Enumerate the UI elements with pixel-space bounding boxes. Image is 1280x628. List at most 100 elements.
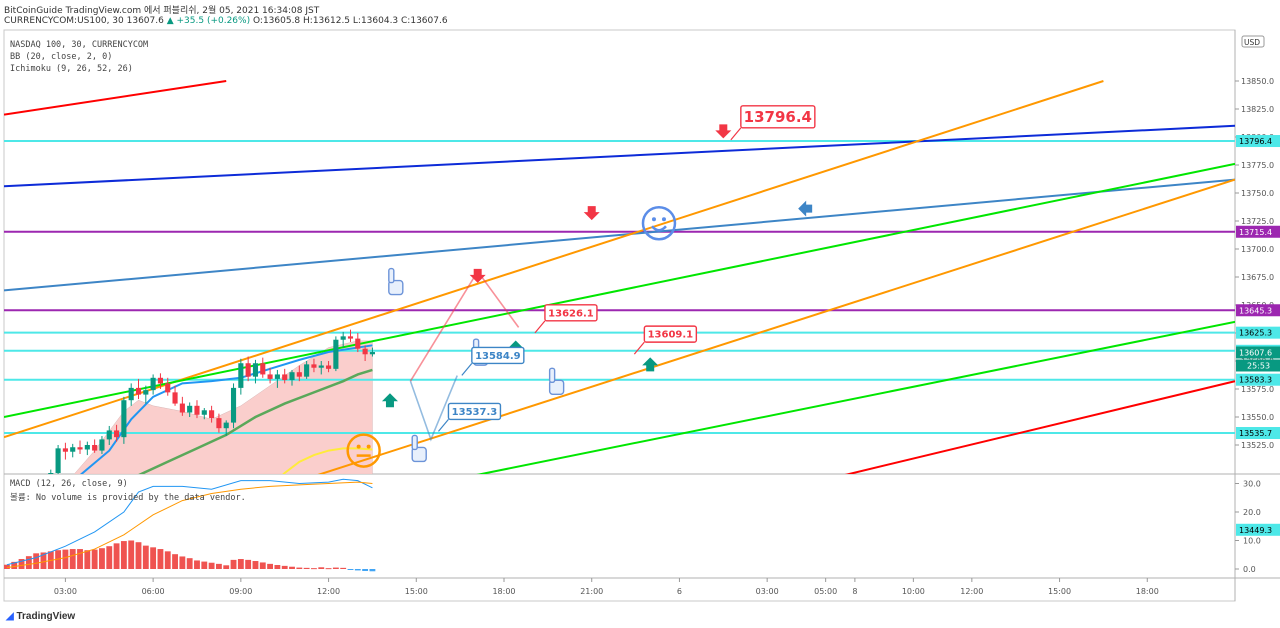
- price-axis-badge: [1236, 304, 1280, 317]
- candle-down: [347, 336, 354, 339]
- candle-up: [187, 405, 193, 413]
- macd-histogram-bar: [62, 549, 69, 569]
- lagging-span-line: [282, 447, 373, 474]
- candle-down: [326, 365, 332, 369]
- candle-up: [230, 387, 237, 423]
- price-tick-label: 13550.0: [1241, 413, 1274, 422]
- price-callout-label: 13537.3: [452, 407, 498, 418]
- macd-histogram-bar: [332, 567, 339, 569]
- candle-up: [340, 336, 346, 340]
- hand-pointer-icon: [411, 434, 427, 463]
- price-axis-badge-label: 13583.3: [1239, 376, 1272, 385]
- horizontal-levels: [4, 140, 1235, 435]
- price-axis-badge-label: 13625.3: [1239, 329, 1272, 338]
- price-callout: 13609.1: [633, 325, 698, 355]
- arrow-down-icon: [469, 268, 486, 283]
- macd-signal-line: [6, 481, 373, 569]
- price-callout: 13537.3: [437, 402, 502, 432]
- macd-histogram-bar: [201, 561, 208, 569]
- price-axis-badge-label: 13796.4: [1239, 137, 1272, 146]
- price-tick-label: 13850.0: [1241, 77, 1274, 86]
- price-callout-label: 13626.1: [548, 308, 594, 319]
- macd-histogram-bar: [340, 567, 347, 569]
- price-axis-badge: [1236, 373, 1280, 386]
- macd-histogram-bar: [25, 556, 32, 569]
- time-tick-label: 10:00: [902, 587, 925, 596]
- time-tick-label: 21:00: [580, 587, 603, 596]
- macd-histogram-bar: [289, 566, 295, 569]
- price-tick-label: 13725.0: [1241, 217, 1274, 226]
- legend-volume: 볼륨: No volume is provided by the data ve…: [10, 493, 246, 503]
- candle-down: [311, 364, 317, 368]
- countdown-badge: [1236, 359, 1280, 372]
- macd-histogram-bar: [33, 553, 40, 569]
- candle-down: [267, 374, 273, 379]
- macd-histogram-bar: [128, 540, 135, 569]
- price-callout-label: 13450.6: [647, 502, 715, 520]
- price-axis-badge: [1236, 523, 1280, 536]
- candle-down: [260, 363, 266, 375]
- face-neutral-icon: [346, 433, 381, 468]
- ichimoku-base-line: [138, 368, 373, 474]
- symbol: CURRENCYCOM:US100, 30: [4, 16, 124, 26]
- legend-bb: BB (20, close, 2, 0): [10, 52, 113, 62]
- time-tick-label: 05:00: [814, 587, 837, 596]
- macd-histogram-bar: [318, 567, 325, 569]
- candle-down: [172, 392, 178, 404]
- candle-down: [92, 445, 98, 451]
- candle-down: [282, 374, 288, 381]
- currency-box: [1241, 35, 1265, 48]
- macd-histogram-bar: [274, 565, 281, 569]
- macd-histogram-bar: [84, 550, 91, 569]
- macd-histogram-bar: [281, 565, 288, 569]
- candle-down: [245, 363, 251, 377]
- macd-histogram-bar: [172, 554, 178, 569]
- price-tick-label: 13675.0: [1241, 273, 1274, 282]
- macd-tick-label: 20.0: [1243, 508, 1261, 517]
- candle-up: [99, 439, 105, 451]
- price-change: ▲ +35.5 (+0.26%): [166, 16, 251, 26]
- time-tick-label: 18:00: [492, 587, 515, 596]
- price-axis-badge: [1236, 427, 1280, 440]
- legend-macd: MACD (12, 26, close, 9): [10, 479, 128, 489]
- candle-up: [333, 339, 339, 369]
- legend-ichimoku: Ichimoku (9, 26, 52, 26): [10, 64, 133, 74]
- macd-histogram-bar: [113, 543, 120, 569]
- trend-line-red-top: [4, 80, 227, 116]
- price-callout-label: 13584.9: [475, 351, 521, 362]
- hand-pointer-icon: [591, 534, 605, 560]
- arrow-down-icon: [715, 124, 732, 139]
- time-tick-label: 12:00: [960, 587, 983, 596]
- chart-frame: [3, 29, 1236, 602]
- candle-up: [318, 365, 324, 368]
- countdown-label: 25:53: [1247, 361, 1270, 370]
- price-axis-badge-label: 13645.3: [1239, 306, 1272, 315]
- price-axis-badge-label: 13715.4: [1239, 228, 1272, 237]
- candle-up: [238, 363, 244, 388]
- time-tick-label: 6: [677, 587, 682, 596]
- trend-line-orange-lower: [317, 178, 1235, 474]
- time-tick-label: 15:00: [1048, 587, 1071, 596]
- candle-up: [106, 430, 112, 440]
- trend-line-green-upper: [4, 162, 1235, 418]
- macd-histogram-bar: [91, 549, 98, 569]
- price-tick-label: 13750.0: [1241, 189, 1274, 198]
- hand-pointer-icon: [388, 267, 404, 296]
- trend-lines: [4, 80, 1235, 474]
- candle-up: [252, 363, 259, 377]
- candle-down: [194, 405, 200, 415]
- macd-line: [6, 478, 373, 566]
- price-axis-badge: [1236, 326, 1280, 339]
- candle-up: [274, 374, 280, 379]
- candle-down: [216, 418, 222, 429]
- tradingview-logo[interactable]: ◢ TradingView: [6, 611, 75, 622]
- macd-tick-label: 30.0: [1243, 480, 1261, 489]
- watermark-text: TradingView: [16, 611, 76, 622]
- macd-histogram-bar: [120, 541, 127, 569]
- price-tick-label: 13525.0: [1241, 441, 1274, 450]
- macd-histogram-bar: [252, 561, 259, 569]
- candle-down: [77, 447, 83, 450]
- price-axis-badge: [1236, 225, 1280, 238]
- candle-up: [70, 447, 76, 452]
